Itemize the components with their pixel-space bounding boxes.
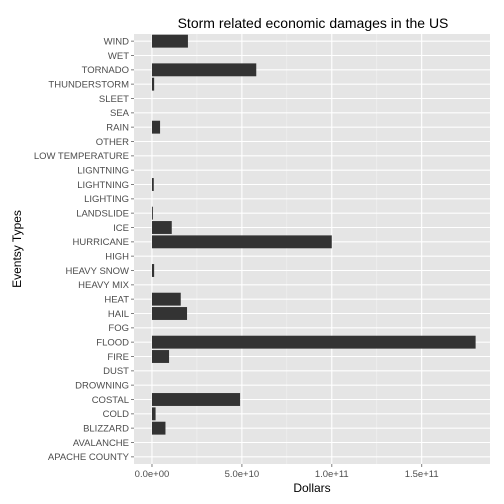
y-tick-labels: WIND WET TORNADO THUNDERSTORM SLEET SEA RAIN OT… [34, 36, 134, 463]
y-tick-label: FIRE [107, 352, 129, 363]
bar-hail [152, 307, 187, 320]
x-axis-title: Dollars [293, 481, 330, 495]
bar-rain [152, 121, 160, 134]
y-tick-label: DROWNING [75, 380, 129, 391]
bar-wind [152, 35, 188, 48]
bar-ice [152, 221, 172, 234]
y-tick-label: HEAVY MIX [78, 280, 130, 291]
y-tick-label: COSTAL [92, 395, 129, 406]
x-tick-label: 1.0e+11 [315, 469, 349, 480]
bar-fire [152, 350, 169, 363]
y-tick-label: HIGH [105, 251, 129, 262]
y-tick-label: LANDSLIDE [76, 208, 129, 219]
bar-heat [152, 293, 181, 306]
y-tick-label: OTHER [96, 137, 129, 148]
y-tick-label: COLD [103, 409, 130, 420]
bar-heavy-snow [152, 264, 154, 277]
bar-costal [152, 393, 240, 406]
y-tick-label: ICE [113, 223, 129, 234]
y-tick-label: WET [108, 51, 129, 62]
y-tick-label: TORNADO [82, 65, 129, 76]
x-tick-labels: 0.0e+00 5.0e+10 1.0e+11 1.5e+11 [135, 464, 439, 480]
y-tick-label: LIGHTING [84, 194, 129, 205]
y-tick-label: LIGHTNING [77, 180, 129, 191]
y-tick-label: HEAT [104, 294, 129, 305]
chart-title: Storm related economic damages in the US [178, 15, 449, 31]
x-tick-label: 1.5e+11 [405, 469, 439, 480]
y-tick-label: WIND [104, 36, 129, 47]
y-tick-label: HAIL [108, 309, 129, 320]
y-tick-label: LIGNTNING [77, 165, 129, 176]
y-tick-label: FOG [108, 323, 129, 334]
y-tick-label: BLIZZARD [83, 423, 129, 434]
bar-thunderstorm [152, 78, 154, 91]
y-axis-title: Eventsy Types [10, 210, 24, 288]
y-tick-label: HEAVY SNOW [65, 266, 129, 277]
bar-tornado [152, 63, 256, 76]
y-tick-label: SEA [110, 108, 130, 119]
y-tick-label: RAIN [106, 122, 129, 133]
y-tick-label: HURRICANE [73, 237, 129, 248]
bar-landslide [152, 207, 153, 220]
y-tick-label: THUNDERSTORM [48, 79, 129, 90]
y-tick-label: APACHE COUNTY [48, 452, 130, 463]
y-tick-label: DUST [103, 366, 129, 377]
y-tick-label: FLOOD [96, 337, 129, 348]
y-tick-label: AVALANCHE [73, 438, 129, 449]
bar-hurricane [152, 235, 332, 248]
x-tick-label: 0.0e+00 [135, 469, 170, 480]
bar-flood [152, 336, 476, 349]
bar-cold [152, 407, 156, 420]
bar-blizzard [152, 422, 165, 435]
x-tick-label: 5.0e+10 [225, 469, 260, 480]
y-tick-label: SLEET [99, 94, 129, 105]
y-tick-label: LOW TEMPERATURE [34, 151, 129, 162]
bar-lightning [152, 178, 154, 191]
